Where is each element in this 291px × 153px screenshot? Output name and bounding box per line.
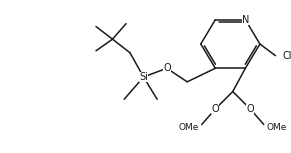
Text: N: N <box>242 15 249 25</box>
Text: O: O <box>212 104 219 114</box>
Text: O: O <box>246 104 254 114</box>
Text: Si: Si <box>139 72 148 82</box>
Text: Cl: Cl <box>282 51 291 61</box>
Text: OMe: OMe <box>178 123 199 132</box>
Text: O: O <box>163 63 171 73</box>
Text: OMe: OMe <box>267 123 287 132</box>
